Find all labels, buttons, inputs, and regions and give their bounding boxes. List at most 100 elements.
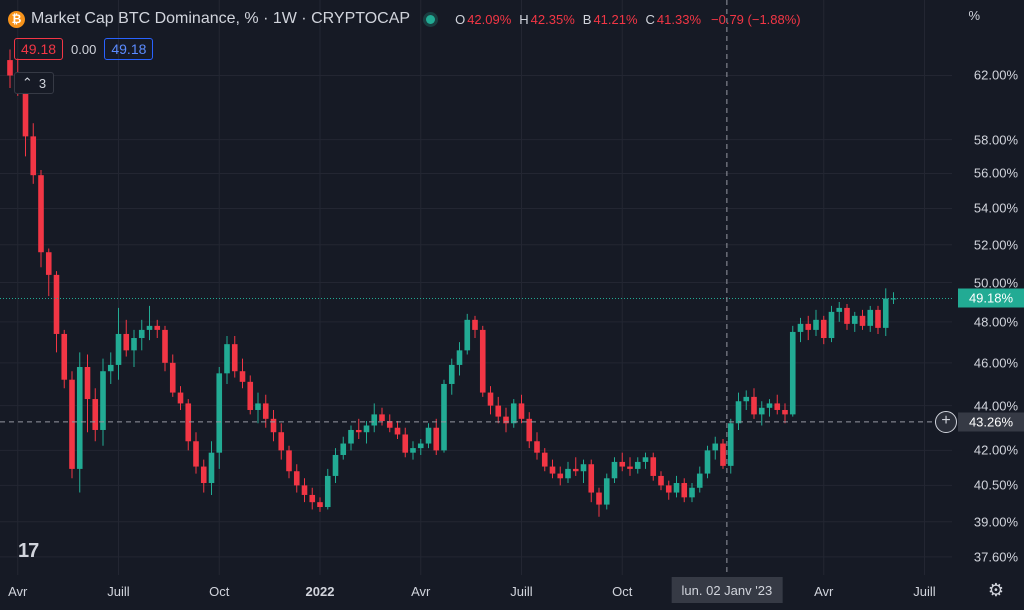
- candle-body: [658, 475, 664, 486]
- candle-body: [696, 473, 703, 488]
- sell-button[interactable]: 49.18: [14, 38, 64, 60]
- candle-body: [185, 403, 192, 442]
- candle-body: [789, 331, 796, 415]
- candle: [689, 483, 695, 503]
- candle-body: [92, 399, 99, 430]
- candle: [828, 305, 835, 343]
- candle-body: [247, 381, 254, 410]
- candle-body: [844, 307, 850, 324]
- candle-body: [611, 461, 618, 479]
- candle: [634, 457, 641, 474]
- candle-body: [448, 364, 455, 384]
- candle-body: [115, 333, 122, 365]
- candle-body: [836, 307, 843, 312]
- candle-body: [774, 403, 781, 410]
- candle-body: [813, 319, 819, 330]
- candle-body: [681, 483, 688, 498]
- candle-body: [332, 454, 339, 476]
- candle-body: [417, 443, 424, 449]
- spread-value: 0.00: [71, 41, 97, 57]
- candle-body: [309, 494, 316, 503]
- candle: [464, 313, 471, 355]
- indicators-toggle-button[interactable]: ⌃ 3: [14, 72, 54, 94]
- candle-body: [138, 329, 145, 339]
- candle-body: [541, 452, 548, 467]
- candle: [131, 329, 137, 368]
- candle: [107, 352, 114, 384]
- candle-body: [580, 464, 587, 472]
- bitcoin-icon: ₿: [8, 10, 25, 28]
- grid-lines: [0, 0, 952, 575]
- candle-body: [518, 403, 525, 419]
- y-tick-label: 44.00%: [973, 398, 1018, 414]
- candle-body: [704, 450, 711, 474]
- candle-body: [425, 427, 432, 444]
- candle: [76, 352, 83, 493]
- candle-body: [766, 403, 773, 408]
- candle-body: [464, 319, 471, 351]
- candle-body: [162, 329, 168, 363]
- add-alert-plus-icon[interactable]: +: [935, 410, 957, 433]
- tradingview-logo[interactable]: 17: [18, 540, 39, 562]
- ohlc-value: 42.09%: [467, 11, 512, 27]
- ohlc-value: −0.79 (−1.88%): [711, 11, 801, 27]
- ohlc-key: O: [455, 11, 466, 27]
- candle-body: [371, 414, 378, 426]
- candle: [45, 248, 52, 297]
- y-tick-label: 62.00%: [973, 67, 1018, 83]
- candle-body: [123, 333, 130, 351]
- candle-body: [208, 452, 215, 484]
- x-tick-label: Juill: [913, 584, 936, 599]
- candle-body: [782, 409, 788, 415]
- scale-mode-label[interactable]: %: [968, 8, 980, 23]
- candle: [123, 319, 130, 357]
- candle-body: [727, 423, 734, 466]
- candle: [425, 423, 432, 449]
- candle: [363, 421, 370, 444]
- candle: [782, 403, 788, 424]
- quote-boxes: 49.18 0.00 49.18: [14, 38, 154, 60]
- x-tick-label: Oct: [209, 584, 230, 599]
- candle: [394, 421, 401, 439]
- candle-body: [549, 466, 556, 474]
- candle-body: [22, 81, 29, 137]
- chevron-up-icon: ⌃: [21, 75, 33, 90]
- candle: [239, 358, 246, 389]
- gear-icon[interactable]: ⚙: [987, 580, 1004, 600]
- candle: [789, 325, 796, 417]
- candle-body: [503, 416, 509, 424]
- x-tick-label: Avr: [814, 584, 834, 599]
- candle-body: [526, 418, 533, 442]
- candle-body: [146, 325, 153, 330]
- x-tick-label: Juill: [107, 584, 130, 599]
- x-tick-label: Juill: [510, 584, 533, 599]
- candle-body: [386, 421, 393, 428]
- x-tick-label: Avr: [411, 584, 431, 599]
- candle: [696, 466, 703, 493]
- candle: [541, 448, 548, 472]
- buy-button[interactable]: 49.18: [104, 38, 154, 60]
- candle-body: [278, 432, 285, 451]
- candle-body: [673, 483, 680, 493]
- y-tick-label: 42.00%: [973, 442, 1018, 458]
- market-status-dot[interactable]: [426, 14, 436, 24]
- candle-body: [479, 329, 486, 393]
- candle-body: [603, 478, 610, 505]
- candle-body: [565, 468, 571, 479]
- chart-header: ₿ Market Cap BTC Dominance, % · 1W · CRY…: [8, 8, 801, 30]
- candles: [7, 49, 897, 517]
- x-tick-label: Oct: [612, 584, 633, 599]
- candle: [410, 441, 416, 460]
- candle: [665, 480, 672, 500]
- y-tick-label: 48.00%: [973, 314, 1018, 330]
- candle: [332, 448, 339, 484]
- symbol-title[interactable]: Market Cap BTC Dominance, % · 1W · CRYPT…: [31, 10, 411, 27]
- candle: [224, 335, 230, 384]
- overlay-lines: [0, 0, 952, 575]
- candle: [386, 414, 393, 433]
- candle: [231, 335, 238, 378]
- candle: [348, 425, 354, 451]
- candle-body: [441, 383, 447, 451]
- candle: [53, 271, 60, 353]
